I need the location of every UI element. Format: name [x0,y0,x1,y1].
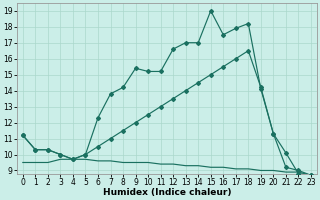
X-axis label: Humidex (Indice chaleur): Humidex (Indice chaleur) [103,188,231,197]
